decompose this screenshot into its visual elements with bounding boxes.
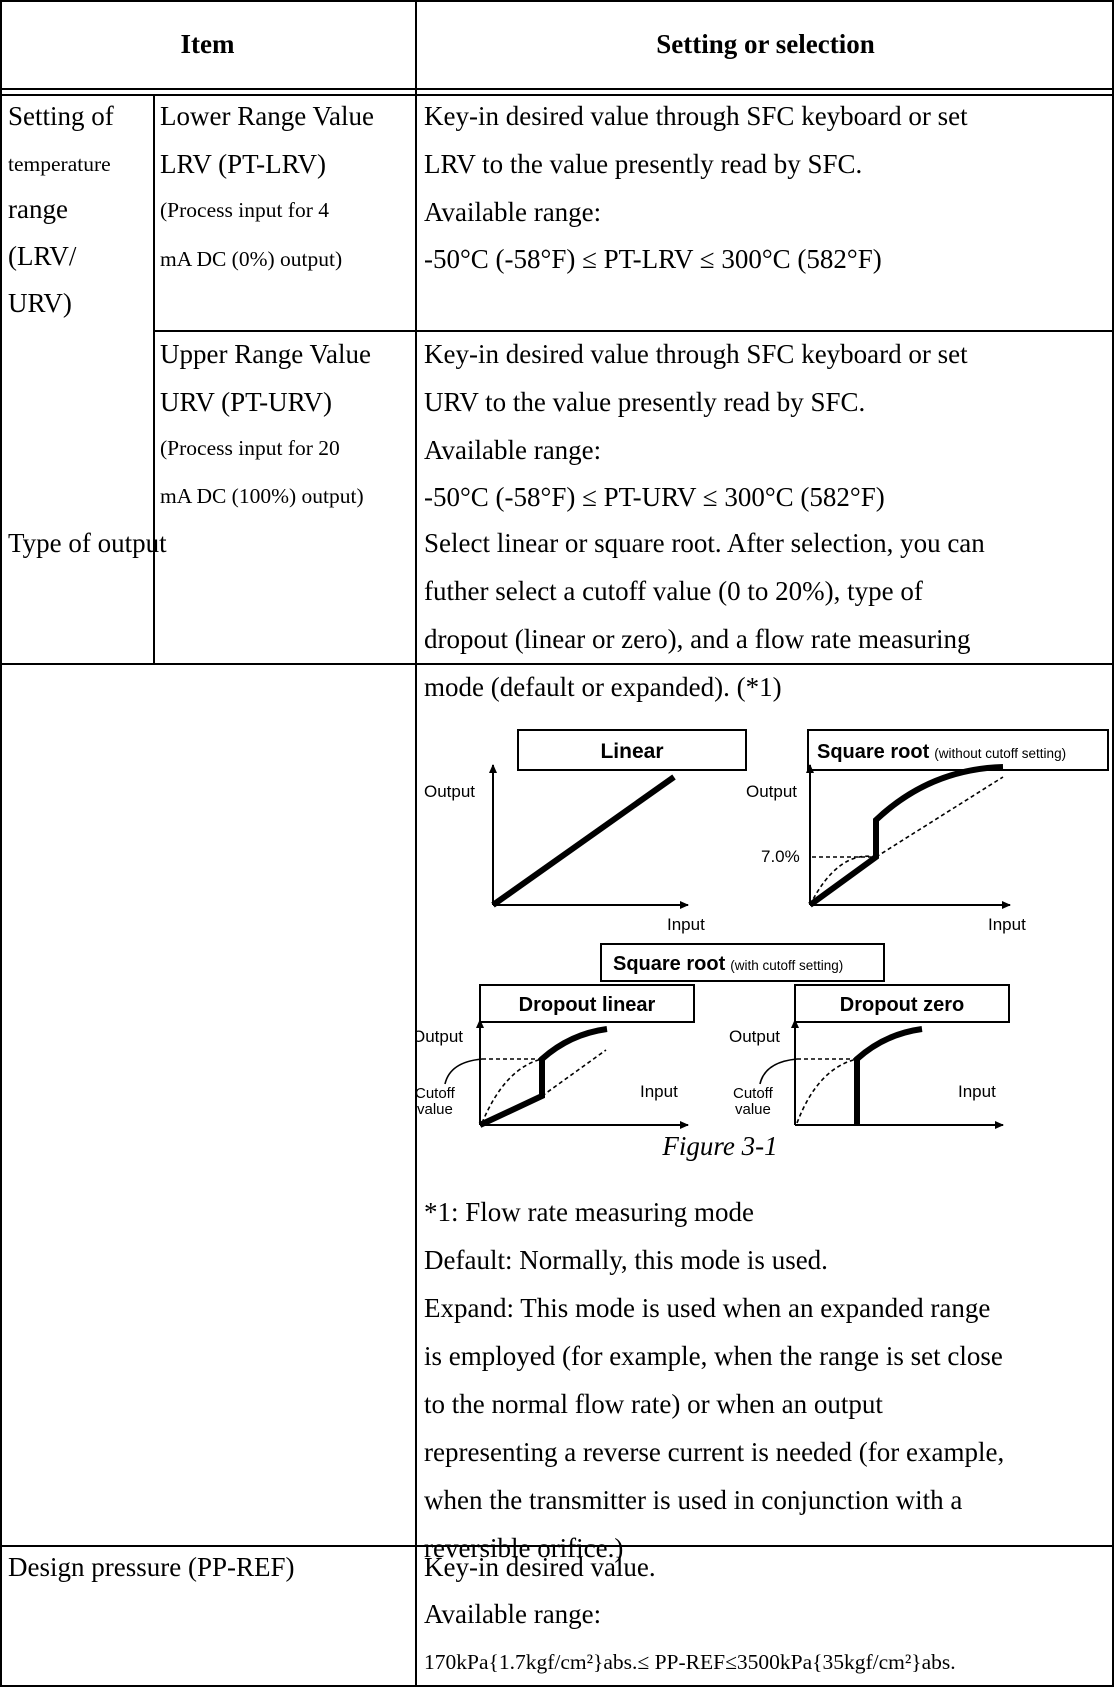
lrv-urv-divider [153,330,1114,332]
lrv-setting-1: Key-in desired value through SFC keyboar… [424,101,968,131]
temp-range-label-3: range [8,194,68,224]
dropout-zero-title-box [794,984,1010,1023]
header-double-rule-2 [0,94,1114,96]
dropout-linear-title: Dropout linear [519,994,656,1016]
dz-dashed-curve [796,1058,858,1124]
sub-column-divider [153,96,155,663]
note-line-6: representing a reverse current is needed… [424,1437,1005,1467]
sqrt-input-label: Input [988,915,1026,934]
sqrt-dashed-line [875,776,1004,858]
lrv-setting-4: -50°C (-58°F) ≤ PT-LRV ≤ 300°C (582°F) [424,244,882,274]
header-setting: Setting or selection [656,29,875,59]
output-type-label: Type of output [8,528,167,558]
urv-setting-1: Key-in desired value through SFC keyboar… [424,339,968,369]
urv-item-2: URV (PT-URV) [160,387,332,417]
row-divider-1 [0,663,1114,665]
note-line-4: is employed (for example, when the range… [424,1341,1003,1371]
design-pressure-label: Design pressure (PP-REF) [8,1552,295,1582]
dl-input-label: Input [640,1082,678,1101]
urv-setting-4: -50°C (-58°F) ≤ PT-URV ≤ 300°C (582°F) [424,482,885,512]
temp-range-label-1: Setting of [8,101,114,131]
output-type-desc-4: mode (default or expanded). (*1) [424,672,782,702]
dz-input-label: Input [958,1082,996,1101]
design-pressure-setting-1: Key-in desired value. [424,1552,656,1582]
table-border-left [0,0,2,1687]
note-line-7: when the transmitter is used in conjunct… [424,1485,963,1515]
note-line-1: *1: Flow rate measuring mode [424,1197,754,1227]
sqrt-output-label: Output [746,782,797,801]
linear-curve [491,774,676,908]
table-border-right [1112,0,1114,1687]
dl-output-label: Output [417,1027,463,1046]
linear-output-label: Output [424,782,475,801]
output-type-desc-1: Select linear or square root. After sele… [424,528,985,558]
lrv-item-1: Lower Range Value [160,101,374,131]
urv-setting-2: URV to the value presently read by SFC. [424,387,866,417]
lrv-item-4: mA DC (0%) output) [160,247,343,271]
output-type-figure: Linear Output Input Square root (without … [417,729,1109,1129]
design-pressure-setting-3: 170kPa{1.7kgf/cm²}abs.≤ PP-REF≤3500kPa{3… [424,1650,956,1674]
header-double-rule-1 [0,88,1114,90]
temp-range-label-2: temperature [8,152,111,176]
lrv-setting-2: LRV to the value presently read by SFC. [424,149,863,179]
dz-output-label: Output [729,1027,780,1046]
dz-cutoff-label-2: value [735,1101,771,1118]
urv-setting-3: Available range: [424,435,602,465]
sqrt-cut-title-text: Square root (with cutoff setting) [613,953,843,975]
table-border-bottom [0,1685,1114,1687]
design-pressure-setting-2: Available range: [424,1599,602,1629]
dl-cutoff-leader [444,1058,483,1085]
sqrt-title-text: Square root (without cutoff setting) [817,741,1066,763]
note-line-8: reversible orifice.) [424,1533,624,1563]
urv-item-1: Upper Range Value [160,339,371,369]
sqrt-title-box [807,729,1109,771]
sqrt-dashed-curve [809,855,877,906]
dropout-linear-title-box [479,984,695,1023]
dz-curve [854,1026,923,1125]
dl-dashed-line [541,1049,607,1097]
temp-range-label-4: (LRV/ [8,241,77,271]
table-border-top [0,0,1114,2]
dl-cutoff-label-1: Cutoff [417,1085,456,1102]
figure-caption: Figure 3-1 [662,1131,778,1161]
sqrt-cut-note: (with cutoff setting) [730,958,843,973]
urv-item-3: (Process input for 20 [160,436,340,460]
row-divider-2 [0,1545,1114,1547]
column-divider [415,0,417,1687]
dl-curve [478,1026,608,1128]
linear-input-label: Input [667,915,705,934]
output-type-desc-2: futher select a cutoff value (0 to 20%),… [424,576,923,606]
urv-item-4: mA DC (100%) output) [160,484,364,508]
dz-cutoff-leader [759,1058,798,1085]
output-type-desc-3: dropout (linear or zero), and a flow rat… [424,624,971,654]
note-line-5: to the normal flow rate) or when an outp… [424,1389,883,1419]
lrv-item-2: LRV (PT-LRV) [160,149,326,179]
sqrt-cut-title-box [600,943,885,982]
sqrt-pct-label: 7.0% [761,847,800,866]
note-line-3: Expand: This mode is used when an expand… [424,1293,991,1323]
dropout-zero-title: Dropout zero [840,994,964,1016]
sqrt-title: Square root [817,741,930,763]
sqrt-note: (without cutoff setting) [934,746,1066,761]
note-line-2: Default: Normally, this mode is used. [424,1245,828,1275]
temp-range-label-5: URV) [8,288,72,318]
dz-cutoff-label-1: Cutoff [733,1085,774,1102]
header-item: Item [180,29,235,59]
lrv-item-3: (Process input for 4 [160,198,329,222]
lrv-setting-3: Available range: [424,197,602,227]
linear-title-box [517,729,747,771]
dl-cutoff-label-2: value [417,1101,453,1118]
dl-dashed-curve [481,1058,543,1124]
sqrt-cut-title: Square root [613,953,726,975]
sqrt-curve [808,764,1004,908]
linear-title: Linear [600,740,663,763]
